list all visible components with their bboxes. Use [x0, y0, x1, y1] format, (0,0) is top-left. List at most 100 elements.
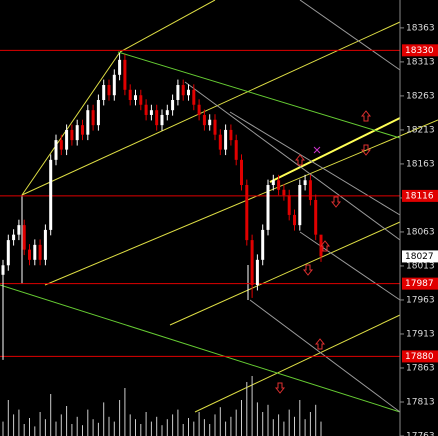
- volume-bar: [87, 409, 89, 436]
- candle-body: [128, 89, 132, 100]
- volume-bar: [320, 421, 322, 436]
- level-label-box: [402, 277, 438, 290]
- candle-body: [197, 104, 201, 115]
- trendline: [21, 51, 121, 196]
- y-tick-label: 17863: [406, 363, 435, 373]
- trendline: [229, 111, 401, 216]
- candle-body: [208, 119, 212, 126]
- volume-bar: [193, 421, 195, 436]
- candle-body: [118, 59, 122, 75]
- volume-bar: [55, 421, 57, 436]
- candle-body: [224, 129, 228, 150]
- trendline: [299, 231, 401, 301]
- candle-body: [171, 99, 175, 111]
- y-tick-label: 18013: [406, 261, 435, 271]
- candle-body: [81, 125, 84, 135]
- volume-bar: [166, 419, 168, 436]
- volume-bar: [315, 404, 317, 436]
- volume-bar: [71, 424, 73, 436]
- candle-body: [298, 185, 302, 226]
- y-tick-label: 17763: [406, 432, 435, 436]
- candle-body: [181, 85, 185, 96]
- candle-body: [86, 110, 90, 135]
- volume-bar: [278, 414, 280, 436]
- level-label: 17987: [405, 279, 434, 289]
- volume-bar: [145, 412, 147, 436]
- last-price-box: [402, 250, 438, 263]
- arrow-up: [314, 338, 326, 350]
- trendline: [0, 284, 401, 413]
- candle-body: [70, 129, 74, 141]
- arrows: [274, 110, 372, 394]
- y-tick-label: 17913: [406, 329, 435, 339]
- candle-body: [6, 240, 10, 266]
- candle-body: [271, 180, 275, 186]
- arrow-down: [302, 264, 314, 276]
- y-tick-label: 17963: [406, 295, 435, 305]
- arrow-down: [330, 196, 342, 208]
- candle-body: [234, 140, 238, 160]
- levels: [0, 49, 400, 357]
- candle-body: [266, 185, 270, 230]
- candle-body: [1, 265, 5, 275]
- marker: [313, 146, 321, 154]
- arrow-up: [360, 110, 372, 122]
- volume-bar: [182, 424, 184, 436]
- volume-bar: [18, 409, 20, 436]
- candle-body: [96, 99, 100, 126]
- trendline: [169, 221, 401, 326]
- candle-body: [149, 110, 153, 115]
- candle-body: [54, 140, 58, 160]
- volume-bar: [23, 424, 25, 436]
- y-tick-label: 18213: [406, 125, 435, 135]
- candle-body: [308, 180, 312, 200]
- candle-body: [218, 134, 222, 150]
- arrow-down: [274, 382, 286, 394]
- candle-body: [155, 110, 159, 126]
- arrow-up: [294, 154, 306, 166]
- volume-bar: [272, 419, 274, 436]
- volume-bar: [2, 421, 4, 436]
- arrow-up: [319, 240, 331, 252]
- candle-body: [75, 125, 79, 141]
- candle-body: [160, 114, 164, 126]
- volume-bar: [29, 418, 30, 436]
- trendline: [44, 119, 438, 286]
- volume-bar: [214, 414, 216, 436]
- volume-bar: [60, 414, 62, 436]
- candle-body: [91, 110, 95, 126]
- candle-body: [314, 199, 318, 235]
- volume-bar: [103, 402, 105, 436]
- candle-body: [229, 129, 233, 141]
- volume-bar: [188, 418, 189, 436]
- volume-bar: [225, 421, 227, 436]
- volume-bar: [39, 412, 41, 436]
- candle-body: [38, 244, 42, 260]
- y-axis: 1776317813178631791317963180131806318113…: [400, 23, 438, 436]
- candle-body: [12, 234, 16, 241]
- candle-body: [277, 180, 281, 190]
- candle-body: [213, 119, 217, 135]
- candle-body: [165, 110, 169, 115]
- y-tick-label: 18263: [406, 91, 435, 101]
- volume-bar: [7, 400, 9, 436]
- trendline: [299, 0, 401, 71]
- trendline: [194, 314, 401, 413]
- volume-bar: [97, 422, 99, 436]
- volume-bar: [82, 425, 83, 436]
- candle-body: [102, 85, 106, 100]
- volume-bar: [129, 414, 131, 436]
- level-label: 17880: [405, 352, 434, 362]
- volume-bar: [34, 426, 36, 436]
- volume-bar: [267, 404, 269, 436]
- volume-bar: [172, 414, 174, 436]
- y-tick-label: 18313: [406, 57, 435, 67]
- volume-bar: [256, 402, 258, 436]
- candle-body: [261, 229, 265, 260]
- candle-body: [187, 89, 190, 96]
- volume-bar: [50, 394, 52, 436]
- candle-body: [139, 95, 143, 105]
- volume-bar: [246, 382, 248, 436]
- volume-bar: [283, 421, 285, 436]
